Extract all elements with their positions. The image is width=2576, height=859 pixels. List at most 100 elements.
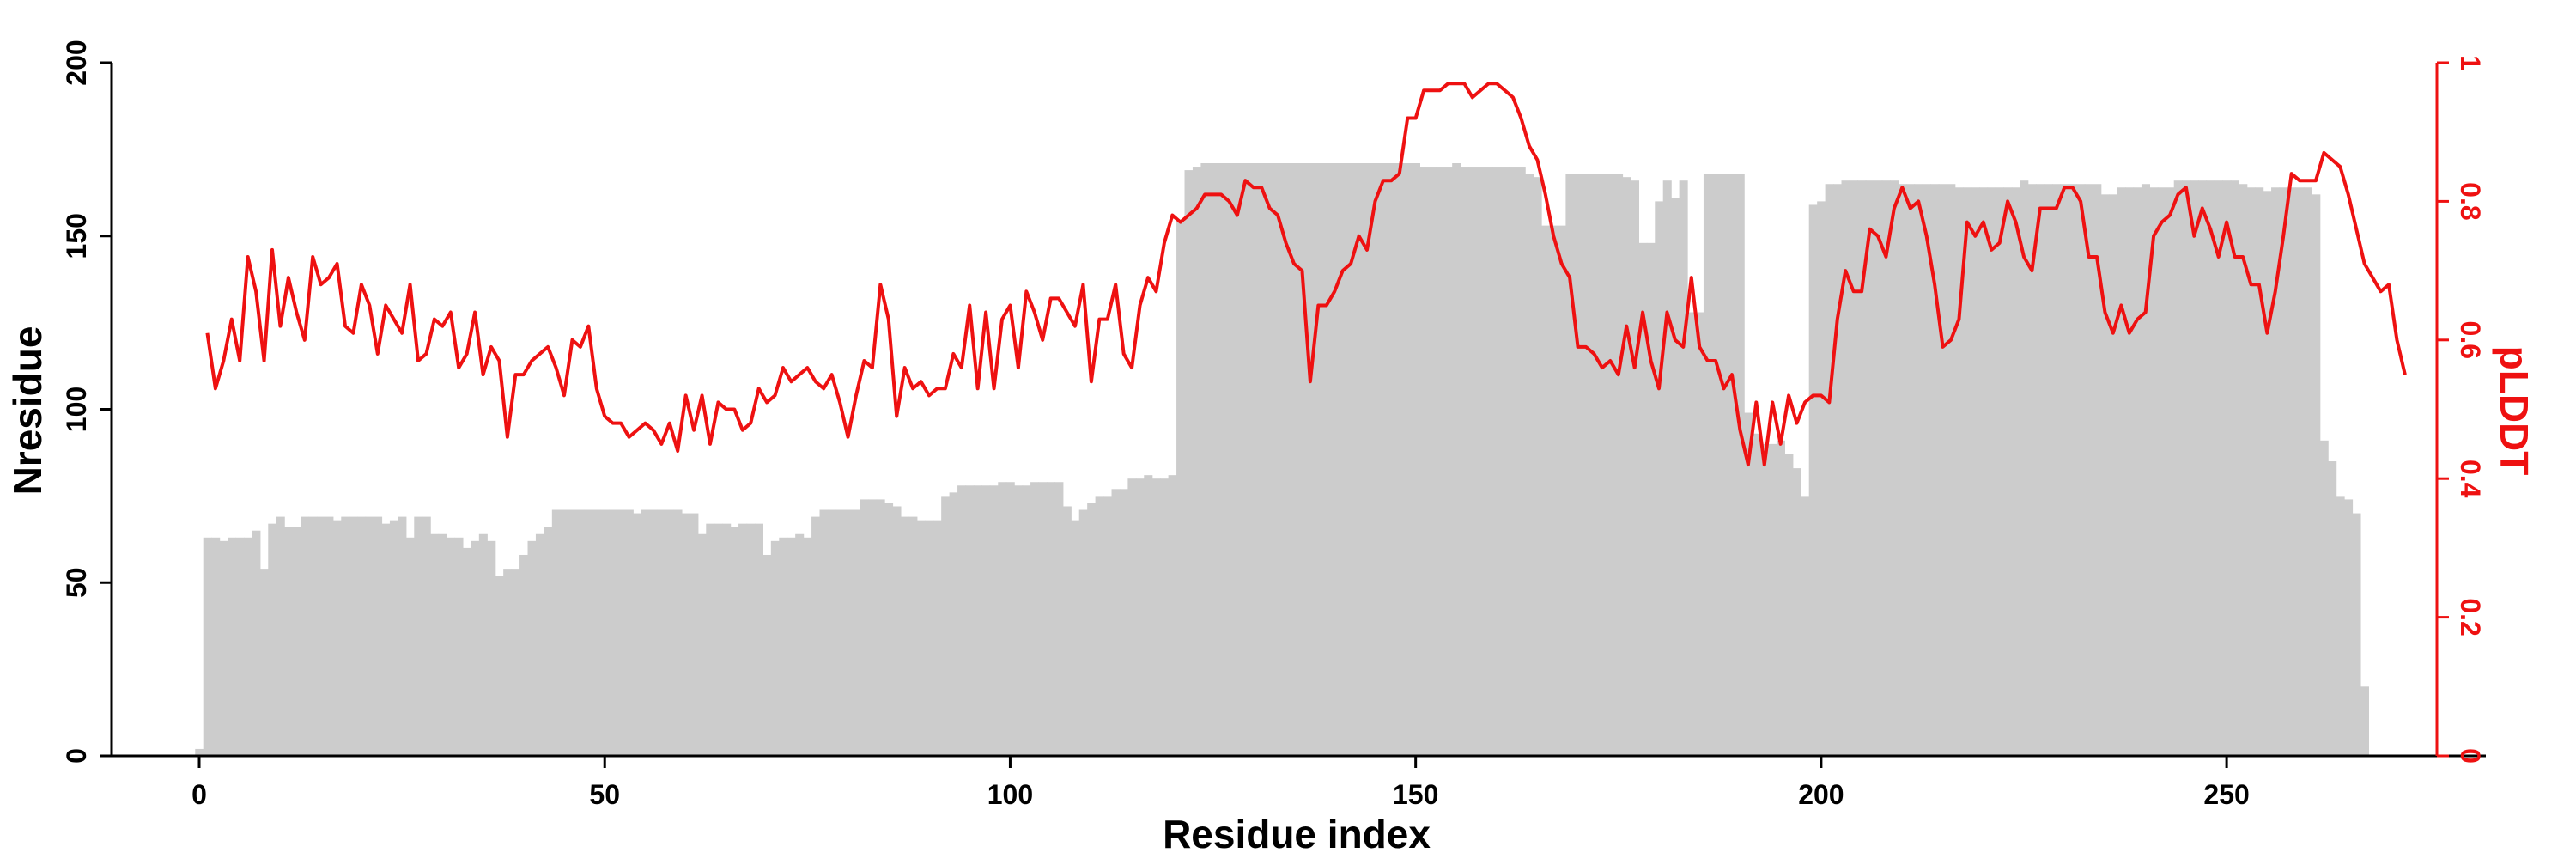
bar bbox=[2239, 184, 2248, 757]
bar bbox=[454, 537, 464, 756]
bar bbox=[1452, 163, 1461, 756]
bar bbox=[2190, 180, 2199, 756]
bar bbox=[2076, 184, 2086, 757]
bar bbox=[1265, 163, 1274, 756]
bar bbox=[1792, 468, 1801, 756]
bar bbox=[1671, 198, 1680, 756]
bar bbox=[835, 509, 845, 756]
bar bbox=[2166, 187, 2175, 756]
bar bbox=[1346, 163, 1356, 756]
bar bbox=[1687, 312, 1697, 756]
bar bbox=[892, 506, 902, 756]
bar bbox=[1241, 163, 1250, 756]
bar bbox=[1403, 163, 1413, 756]
bar bbox=[1005, 482, 1015, 756]
bar bbox=[2360, 686, 2369, 756]
bar bbox=[276, 516, 285, 756]
bar bbox=[341, 516, 350, 756]
bar bbox=[1557, 225, 1566, 756]
bar bbox=[2263, 191, 2272, 757]
bar bbox=[2182, 180, 2191, 756]
bar bbox=[1622, 177, 1631, 756]
bar bbox=[471, 540, 480, 756]
bar bbox=[2003, 187, 2013, 756]
bar bbox=[1103, 496, 1113, 757]
bar bbox=[1881, 180, 1891, 756]
bar bbox=[843, 509, 853, 756]
bar bbox=[673, 509, 683, 756]
bar bbox=[2279, 187, 2288, 756]
bar bbox=[268, 523, 277, 756]
bar bbox=[2336, 496, 2345, 757]
x-axis-title: Residue index bbox=[1163, 812, 1431, 856]
bar bbox=[998, 482, 1007, 756]
bar bbox=[1144, 475, 1153, 756]
bar bbox=[308, 516, 318, 756]
bar bbox=[316, 516, 325, 756]
bar bbox=[1768, 443, 1777, 756]
bar bbox=[1630, 180, 1639, 756]
bar bbox=[1395, 163, 1405, 756]
bar bbox=[2206, 180, 2215, 756]
bar bbox=[1217, 163, 1226, 756]
bar bbox=[259, 569, 269, 756]
bar bbox=[1306, 163, 1315, 756]
bar bbox=[398, 516, 407, 756]
x-tick-label: 50 bbox=[589, 779, 620, 810]
bar bbox=[2319, 440, 2329, 756]
bar bbox=[697, 533, 707, 756]
bar bbox=[795, 533, 805, 756]
bar bbox=[1849, 180, 1858, 756]
bar bbox=[770, 540, 780, 756]
bar bbox=[1509, 167, 1518, 757]
bar bbox=[2173, 180, 2183, 756]
bar bbox=[2133, 187, 2142, 756]
bar bbox=[1963, 187, 1972, 756]
bar bbox=[325, 516, 334, 756]
bar bbox=[1200, 163, 1210, 756]
bar bbox=[1695, 312, 1704, 756]
bar bbox=[860, 499, 869, 756]
bar bbox=[2222, 180, 2232, 756]
bar bbox=[2214, 180, 2223, 756]
bar bbox=[1719, 174, 1728, 756]
bar bbox=[730, 527, 739, 756]
bar bbox=[511, 569, 520, 756]
bar bbox=[624, 509, 634, 756]
bar bbox=[1655, 201, 1664, 756]
bar bbox=[2287, 187, 2296, 756]
bar bbox=[1297, 163, 1307, 756]
bar bbox=[568, 509, 577, 756]
bar bbox=[690, 513, 699, 756]
x-tick-label: 100 bbox=[987, 779, 1033, 810]
bar bbox=[787, 537, 796, 756]
bar bbox=[868, 499, 878, 756]
bar bbox=[649, 509, 659, 756]
bar bbox=[803, 537, 812, 756]
bar bbox=[430, 533, 440, 756]
bar bbox=[1419, 167, 1429, 757]
y2-tick-label: 0.6 bbox=[2455, 321, 2486, 359]
bar bbox=[1427, 167, 1437, 757]
bar bbox=[1752, 433, 1761, 756]
bar bbox=[1930, 184, 1940, 757]
bar bbox=[1549, 225, 1558, 756]
bar bbox=[1573, 174, 1583, 756]
bar bbox=[949, 492, 958, 756]
bar bbox=[2068, 184, 2077, 757]
bar bbox=[1249, 163, 1259, 756]
bar bbox=[1801, 496, 1810, 757]
bar bbox=[1224, 163, 1234, 756]
bar bbox=[1111, 489, 1121, 756]
bar bbox=[1516, 167, 1526, 757]
y2-axis-title: pLDDT bbox=[2492, 346, 2537, 476]
bar bbox=[1322, 163, 1332, 756]
x-tick-label: 0 bbox=[191, 779, 207, 810]
bar bbox=[592, 509, 602, 756]
bar bbox=[252, 530, 261, 756]
bar bbox=[633, 513, 642, 756]
bar bbox=[1638, 242, 1648, 756]
bar bbox=[235, 537, 245, 756]
bar bbox=[2157, 187, 2166, 756]
bar bbox=[1776, 440, 1785, 756]
